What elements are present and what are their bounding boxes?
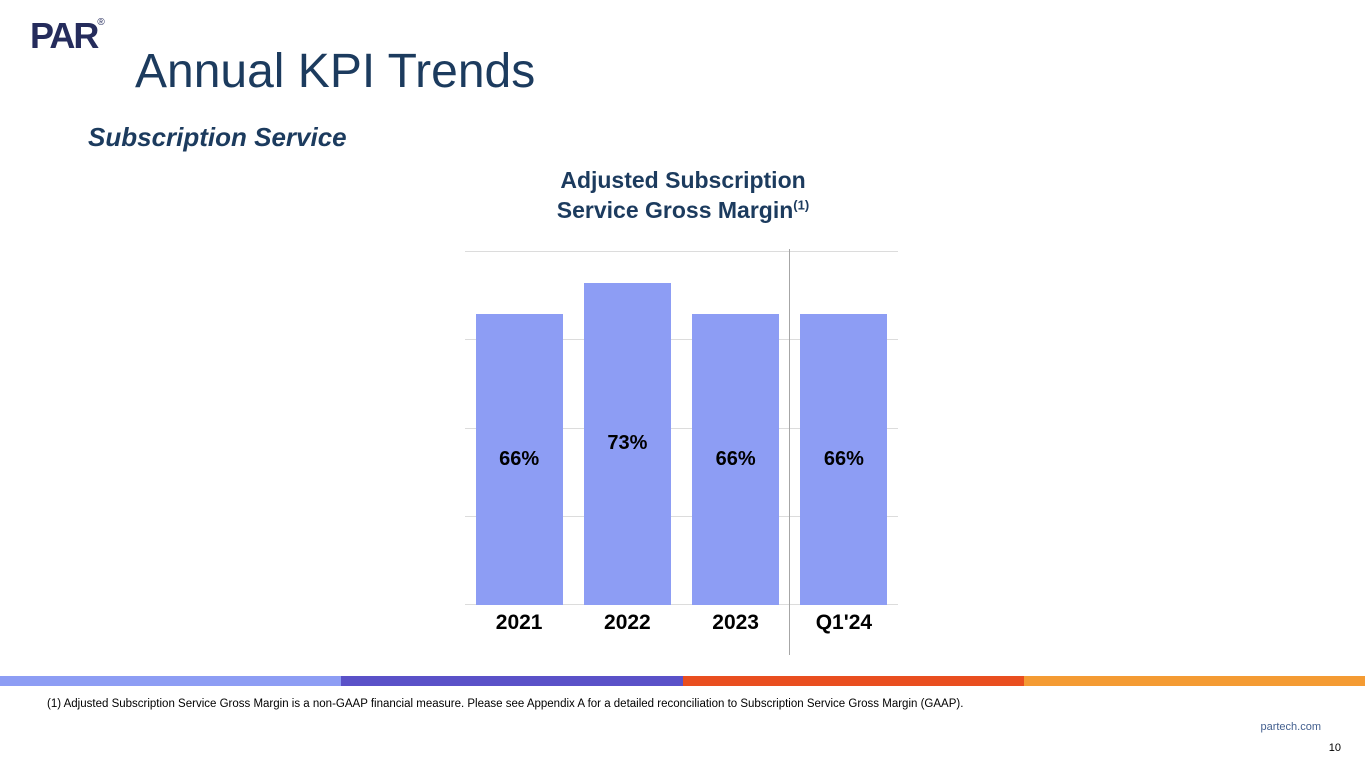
stripe-segment <box>0 676 342 686</box>
chart-title: Adjusted Subscription Service Gross Marg… <box>448 166 918 226</box>
accent-stripe <box>0 676 1365 686</box>
par-logo: PAR® <box>30 18 105 54</box>
gridline <box>465 339 898 341</box>
period-separator-line <box>789 249 790 655</box>
gridline <box>465 251 898 252</box>
footnote: (1) Adjusted Subscription Service Gross … <box>47 698 964 710</box>
bar-2021: 66% <box>475 313 563 605</box>
bar-value-label: 66% <box>823 447 864 470</box>
registered-mark: ® <box>97 17 105 28</box>
par-logo-text: PAR <box>30 15 99 56</box>
x-axis-label-2022: 2022 <box>604 611 651 634</box>
bar-plot: 66% 73% 66% 66% <box>465 252 898 605</box>
bar-value-label: 66% <box>499 447 540 470</box>
slide-subtitle: Subscription Service <box>88 122 347 152</box>
bar-chart: 66% 73% 66% 66% 2021 2022 2023 Q1'24 <box>465 249 898 655</box>
gridlines <box>465 251 898 605</box>
chart-title-footnote-marker: (1) <box>793 197 810 213</box>
bar-Q1'24: 66% <box>800 313 888 605</box>
bar-slot: 66% <box>682 252 790 605</box>
bar-value-label: 66% <box>715 447 756 470</box>
bar-slot: 73% <box>573 252 681 605</box>
gridline <box>465 427 898 429</box>
bar-2023: 66% <box>692 313 780 605</box>
stripe-segment <box>682 676 1024 686</box>
x-axis-label-2021: 2021 <box>495 611 543 634</box>
x-axis-label-2023: 2023 <box>712 611 759 634</box>
bar-slot: 66% <box>465 252 573 605</box>
bar-value-label: 73% <box>607 432 648 455</box>
bar-2022: 73% <box>583 282 671 605</box>
stripe-segment <box>1023 676 1365 686</box>
stripe-segment <box>341 676 683 686</box>
x-axis-label-Q1'24: Q1'24 <box>815 611 873 634</box>
x-axis-labels: 2021 2022 2023 Q1'24 <box>465 611 898 635</box>
gridline <box>465 515 898 517</box>
page-number: 10 <box>1328 742 1341 754</box>
website-link[interactable]: partech.com <box>1260 721 1321 733</box>
bar-slot: 66% <box>790 252 898 605</box>
chart-title-line1: Adjusted Subscription <box>560 167 806 193</box>
chart-title-line2: Service Gross Margin <box>556 196 794 223</box>
gridline <box>465 604 898 605</box>
page-title: Annual KPI Trends <box>135 45 536 98</box>
